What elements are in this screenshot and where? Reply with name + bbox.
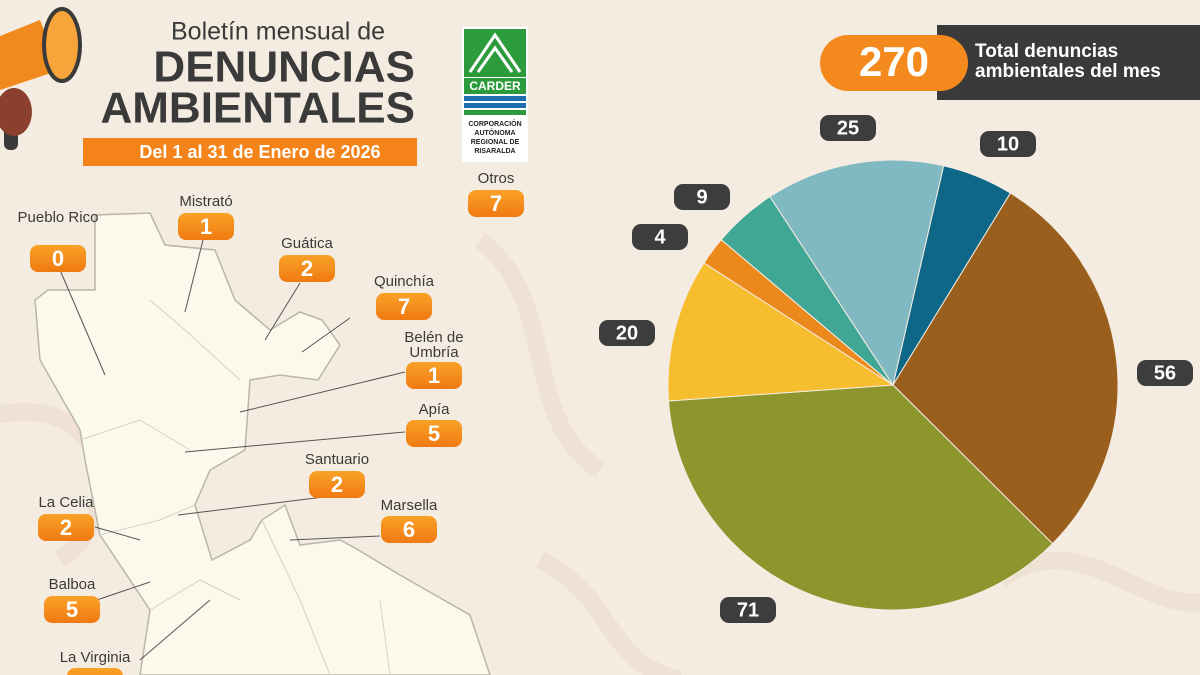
pie-slice xyxy=(892,192,1119,545)
data-label-bg xyxy=(820,115,876,141)
data-label-bg xyxy=(1137,360,1193,386)
municipality-pill xyxy=(67,668,123,675)
logo-name: CARDER xyxy=(469,79,521,93)
title: AMBIENTALES xyxy=(100,84,415,133)
pie-slice xyxy=(668,384,1054,611)
municipality-name: La Celia xyxy=(38,494,94,511)
pie-slice xyxy=(667,262,895,402)
data-label: 9 xyxy=(696,186,707,208)
municipality-name: La Virginia xyxy=(59,649,131,666)
municipality-name: Quinchía xyxy=(373,273,435,290)
data-label: 20 xyxy=(616,322,638,344)
total-bar xyxy=(937,25,1200,100)
logo-text: RISARALDA xyxy=(474,148,515,155)
municipality-name: Belén de Umbría xyxy=(404,329,464,361)
municipality-value: 5 xyxy=(44,596,100,623)
municipality-value: 2 xyxy=(38,514,94,541)
data-label-bg xyxy=(674,184,730,210)
municipality-value: 1 xyxy=(178,213,234,240)
logo-text: REGIONAL DE xyxy=(471,139,520,146)
municipality-value: 7 xyxy=(376,293,432,320)
municipality-name: Apía xyxy=(418,401,450,418)
municipality-name: Pueblo Rico xyxy=(17,209,99,226)
municipality-value: 7 xyxy=(468,190,524,217)
period-bar xyxy=(83,138,417,166)
logo-text: AUTÓNOMA xyxy=(474,128,515,137)
municipality-value: 2 xyxy=(279,255,335,282)
map-borders xyxy=(79,299,391,675)
data-label: 4 xyxy=(654,226,666,248)
data-label: 71 xyxy=(737,599,759,621)
municipality-name: Marsella xyxy=(380,497,438,514)
subtitle: Boletín mensual de xyxy=(171,18,385,46)
total-value: 270 xyxy=(859,38,929,85)
data-label: 25 xyxy=(837,117,859,139)
period: Del 1 al 31 de Enero de 2026 xyxy=(139,142,380,162)
data-label: 56 xyxy=(1154,362,1176,384)
title: DENUNCIAS xyxy=(153,43,415,92)
leader-line xyxy=(59,239,406,661)
municipality-value: 1 xyxy=(406,362,462,389)
logo-text: CORPORACIÓN xyxy=(468,119,521,128)
municipality-value: 6 xyxy=(381,516,437,543)
municipality-name: Otros xyxy=(477,170,515,187)
data-label-bg xyxy=(632,224,688,250)
municipality-value: 5 xyxy=(406,420,462,447)
pie-slice xyxy=(769,159,945,387)
data-label-bg xyxy=(599,320,655,346)
municipality-value: 0 xyxy=(30,245,86,272)
municipality-name: Mistrató xyxy=(179,193,233,210)
data-label-bg xyxy=(720,597,776,623)
total-label: Total denuncias xyxy=(975,41,1118,62)
data-label: 10 xyxy=(997,133,1019,155)
total-label: ambientales del mes xyxy=(975,61,1161,82)
data-label-bg xyxy=(980,131,1036,157)
municipality-name: Santuario xyxy=(304,451,370,468)
municipality-name: Balboa xyxy=(48,576,96,593)
municipality-name: Guática xyxy=(281,235,333,252)
total-pill xyxy=(820,35,968,91)
megaphone xyxy=(0,7,82,150)
municipality-value: 2 xyxy=(309,471,365,498)
logo: CARDER CORPORACIÓN AUTÓNOMA REGIONAL DE … xyxy=(462,27,528,162)
